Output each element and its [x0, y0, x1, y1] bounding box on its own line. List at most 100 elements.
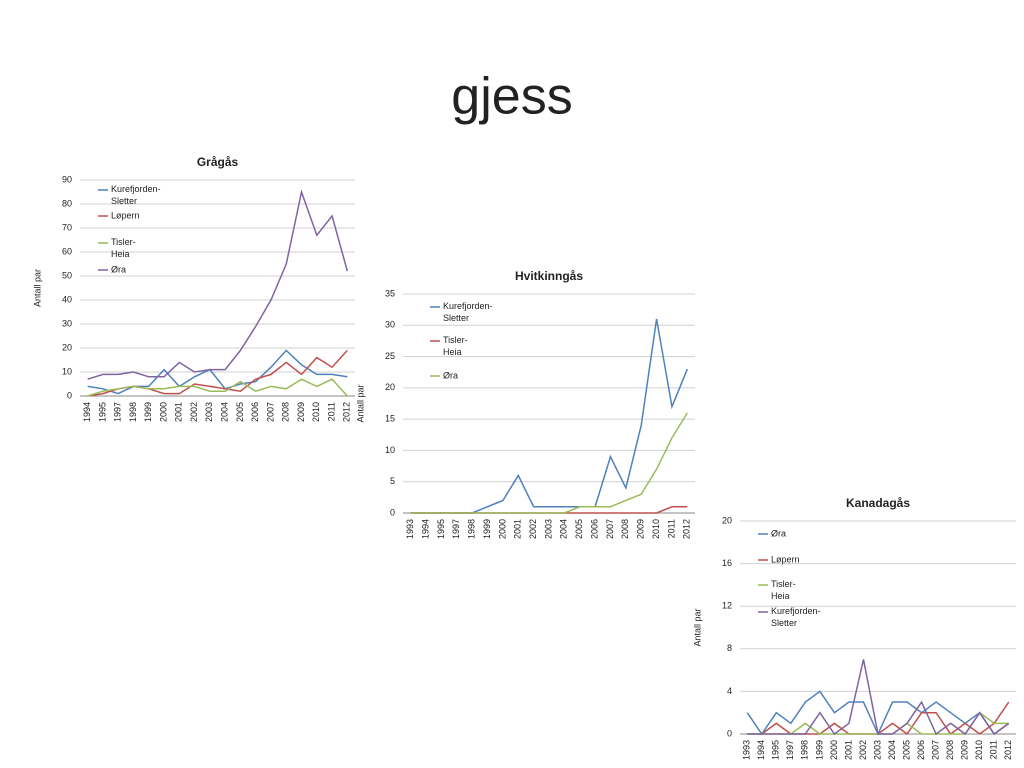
x-tick-label: 2001 — [843, 740, 853, 760]
x-tick-label: 2001 — [174, 402, 184, 422]
x-tick-label: 2003 — [204, 402, 214, 422]
y-tick-label: 5 — [390, 476, 395, 486]
x-tick-label: 2005 — [901, 740, 911, 760]
x-tick-label: 2006 — [589, 519, 599, 539]
legend-label: Tisler-Heia — [443, 335, 468, 357]
y-tick-label: 25 — [385, 351, 395, 361]
x-tick-label: 2002 — [528, 519, 538, 539]
y-tick-label: 20 — [385, 382, 395, 392]
y-tick-label: 20 — [62, 342, 72, 352]
x-tick-label: 2007 — [605, 519, 615, 539]
x-tick-label: 1998 — [800, 740, 810, 760]
y-tick-label: 70 — [62, 222, 72, 232]
x-tick-label: 1997 — [451, 519, 461, 539]
x-tick-label: 2012 — [1003, 740, 1013, 760]
x-tick-label: 2009 — [636, 519, 646, 539]
legend-label: Kurefjorden-Sletter — [771, 606, 821, 628]
x-tick-label: 2011 — [989, 740, 999, 759]
x-tick-label: 1997 — [113, 402, 123, 422]
x-tick-label: 1998 — [128, 402, 138, 422]
y-tick-label: 20 — [722, 515, 732, 525]
series-line — [87, 349, 348, 395]
y-tick-label: 80 — [62, 198, 72, 208]
x-tick-label: 1993 — [405, 519, 415, 539]
y-tick-label: 4 — [727, 686, 732, 696]
x-tick-label: 1995 — [436, 519, 446, 539]
y-tick-label: 15 — [385, 414, 395, 424]
y-tick-label: 30 — [385, 320, 395, 330]
series-line — [87, 189, 349, 380]
x-tick-label: 1999 — [482, 519, 492, 539]
x-tick-label: 2000 — [829, 740, 839, 760]
x-tick-label: 2002 — [858, 740, 868, 760]
series-line — [747, 659, 1010, 736]
series-line — [410, 412, 688, 514]
x-tick-label: 2008 — [620, 519, 630, 539]
y-tick-label: 8 — [727, 643, 732, 653]
x-tick-label: 2004 — [887, 740, 897, 760]
x-tick-label: 1995 — [771, 740, 781, 760]
legend-label: Tisler-Heia — [111, 237, 136, 259]
y-axis-label: Antall par — [692, 608, 702, 646]
x-tick-label: 2008 — [281, 402, 291, 422]
legend-label: Øra — [771, 528, 786, 538]
x-tick-label: 2002 — [189, 402, 199, 422]
x-tick-label: 1994 — [82, 402, 92, 422]
legend-label: Øra — [443, 370, 458, 380]
x-tick-label: 2007 — [265, 402, 275, 422]
legend-label: Kurefjorden-Sletter — [443, 301, 493, 323]
x-tick-label: 1995 — [97, 402, 107, 422]
y-tick-label: 12 — [722, 601, 732, 611]
x-tick-label: 2000 — [158, 402, 168, 422]
x-tick-label: 1997 — [785, 740, 795, 760]
y-tick-label: 10 — [62, 366, 72, 376]
y-tick-label: 90 — [62, 174, 72, 184]
x-tick-label: 2010 — [974, 740, 984, 760]
x-tick-label: 2006 — [916, 740, 926, 760]
x-tick-label: 2010 — [311, 402, 321, 422]
x-tick-label: 2004 — [559, 519, 569, 539]
y-tick-label: 0 — [390, 507, 395, 517]
x-tick-label: 2010 — [651, 519, 661, 539]
y-tick-label: 50 — [62, 270, 72, 280]
x-tick-label: 1998 — [467, 519, 477, 539]
x-tick-label: 2009 — [296, 402, 306, 422]
legend-label: Øra — [111, 264, 126, 274]
x-tick-label: 1994 — [420, 519, 430, 539]
y-tick-label: 16 — [722, 558, 732, 568]
x-tick-label: 2012 — [682, 519, 692, 539]
series-line — [87, 378, 348, 397]
chart-title: Kanadagås — [846, 496, 910, 510]
y-axis-label: Antall par — [355, 384, 365, 422]
y-tick-label: 0 — [67, 390, 72, 400]
x-tick-label: 2008 — [945, 740, 955, 760]
x-tick-label: 2006 — [250, 402, 260, 422]
y-tick-label: 60 — [62, 246, 72, 256]
y-tick-label: 40 — [62, 294, 72, 304]
x-tick-label: 2003 — [872, 740, 882, 760]
x-tick-label: 1994 — [756, 740, 766, 760]
x-tick-label: 1993 — [742, 740, 752, 760]
x-tick-label: 2007 — [930, 740, 940, 760]
x-tick-label: 2003 — [543, 519, 553, 539]
series-line — [410, 505, 688, 514]
legend-label: Løpern — [771, 554, 800, 564]
slide-title: gjess — [451, 68, 572, 126]
x-tick-label: 1999 — [814, 740, 824, 760]
y-tick-label: 35 — [385, 288, 395, 298]
x-tick-label: 2011 — [666, 519, 676, 538]
x-tick-label: 2012 — [342, 402, 352, 422]
y-tick-label: 30 — [62, 318, 72, 328]
x-tick-label: 2011 — [326, 402, 336, 421]
legend-label: Løpern — [111, 210, 140, 220]
y-tick-label: 10 — [385, 445, 395, 455]
x-tick-label: 2004 — [220, 402, 230, 422]
x-tick-label: 2009 — [960, 740, 970, 760]
legend-label: Kurefjorden-Sletter — [111, 184, 161, 206]
chart-title: Grågås — [197, 155, 239, 169]
y-axis-label: Antall par — [32, 269, 42, 307]
x-tick-label: 2001 — [513, 519, 523, 539]
y-tick-label: 0 — [727, 728, 732, 738]
